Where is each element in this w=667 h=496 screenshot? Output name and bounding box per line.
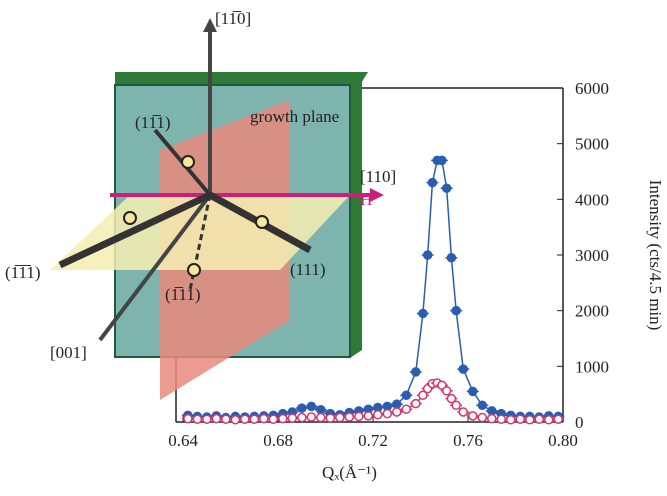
label: (111)	[290, 260, 326, 279]
label: (11̅1)	[135, 113, 171, 132]
point	[402, 391, 410, 399]
point	[452, 401, 460, 409]
point	[526, 416, 534, 424]
point	[383, 410, 391, 418]
point	[317, 406, 325, 414]
point	[393, 400, 401, 408]
point	[507, 416, 515, 424]
x-tick-label: 0.64	[168, 431, 198, 450]
point	[212, 415, 220, 423]
point	[364, 412, 372, 420]
point	[374, 411, 382, 419]
point	[345, 413, 353, 421]
point	[355, 412, 363, 420]
label: H	[360, 190, 372, 209]
x-tick-label: 0.76	[453, 431, 483, 450]
y-tick-label: 5000	[575, 135, 609, 154]
label: (1̅1̅1)	[5, 263, 41, 282]
point	[452, 307, 460, 315]
point	[428, 179, 436, 187]
x-tick-label: 0.80	[548, 431, 578, 450]
point	[269, 415, 277, 423]
spot	[256, 216, 268, 228]
point	[393, 408, 401, 416]
point	[488, 415, 496, 423]
spot	[124, 212, 136, 224]
point	[222, 415, 230, 423]
diagram: [11̅0] (11̅1) growth plane [110] H (1̅1̅…	[5, 9, 396, 400]
point	[516, 415, 524, 423]
point	[447, 254, 455, 262]
y-tick-label: 6000	[575, 79, 609, 98]
point	[412, 400, 420, 408]
spot	[182, 156, 194, 168]
point	[336, 414, 344, 422]
y-tick-label: 3000	[575, 246, 609, 265]
point	[298, 414, 306, 422]
y-tick-label: 2000	[575, 302, 609, 321]
label: (1̅11)	[165, 285, 201, 304]
point	[250, 415, 258, 423]
y-axis-label: Intensity (cts/4.5 min)	[646, 180, 665, 331]
point	[478, 414, 486, 422]
y-tick-label: 0	[575, 413, 584, 432]
point	[260, 415, 268, 423]
label: [11̅0]	[215, 9, 251, 28]
box-top	[115, 72, 368, 85]
point	[307, 402, 315, 410]
point	[288, 414, 296, 422]
point	[478, 401, 486, 409]
point	[241, 415, 249, 423]
point	[326, 414, 334, 422]
point	[545, 416, 553, 424]
point	[424, 251, 432, 259]
x-tick-label: 0.68	[263, 431, 293, 450]
point	[231, 416, 239, 424]
point	[438, 156, 446, 164]
label: [110]	[360, 167, 396, 186]
label: [001]	[50, 343, 87, 362]
point	[203, 415, 211, 423]
point	[469, 387, 477, 395]
point	[317, 414, 325, 422]
point	[412, 368, 420, 376]
point	[535, 415, 543, 423]
point	[469, 412, 477, 420]
point	[402, 405, 410, 413]
point	[443, 387, 451, 395]
box-side	[350, 75, 362, 358]
point	[307, 413, 315, 421]
point	[419, 309, 427, 317]
point	[184, 415, 192, 423]
point	[488, 407, 496, 415]
figure: 0.64 0.68 0.72 0.76 0.800 1000 2000 3000 4000 500…	[0, 0, 667, 491]
label: growth plane	[250, 107, 339, 126]
point	[554, 415, 562, 423]
y-tick-label: 1000	[575, 357, 609, 376]
y-tick-label: 4000	[575, 190, 609, 209]
point	[279, 415, 287, 423]
point	[459, 365, 467, 373]
spot	[188, 264, 200, 276]
point	[193, 415, 201, 423]
x-axis-label: Qₓ(Å⁻¹)	[322, 463, 377, 482]
point	[459, 408, 467, 416]
point	[497, 415, 505, 423]
point	[298, 404, 306, 412]
point	[443, 184, 451, 192]
x-tick-label: 0.72	[358, 431, 388, 450]
